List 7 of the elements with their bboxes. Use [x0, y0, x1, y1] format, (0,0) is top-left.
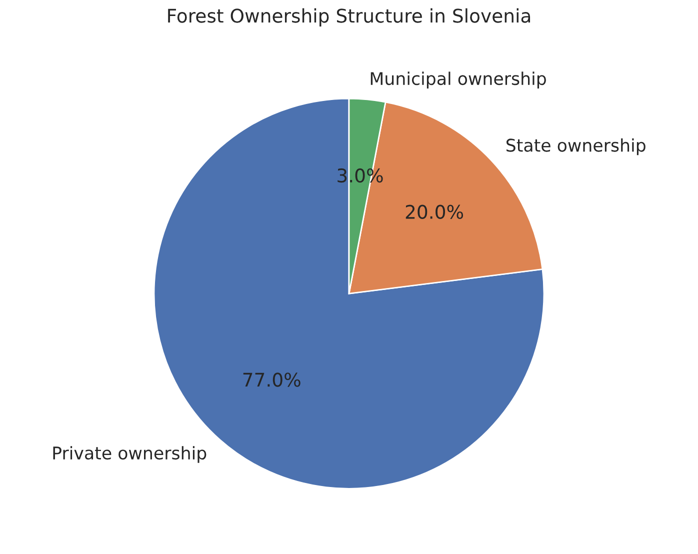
data-label: 3.0% [338, 168, 383, 183]
slice-label: Private ownership [53, 446, 206, 463]
data-label: 20.0% [406, 204, 464, 219]
chart-title: Forest Ownership Structure in Slovenia [168, 8, 530, 26]
slice-label: State ownership [506, 138, 646, 156]
slice-label: Municipal ownership [370, 72, 546, 88]
data-label: 77.0% [243, 372, 300, 387]
